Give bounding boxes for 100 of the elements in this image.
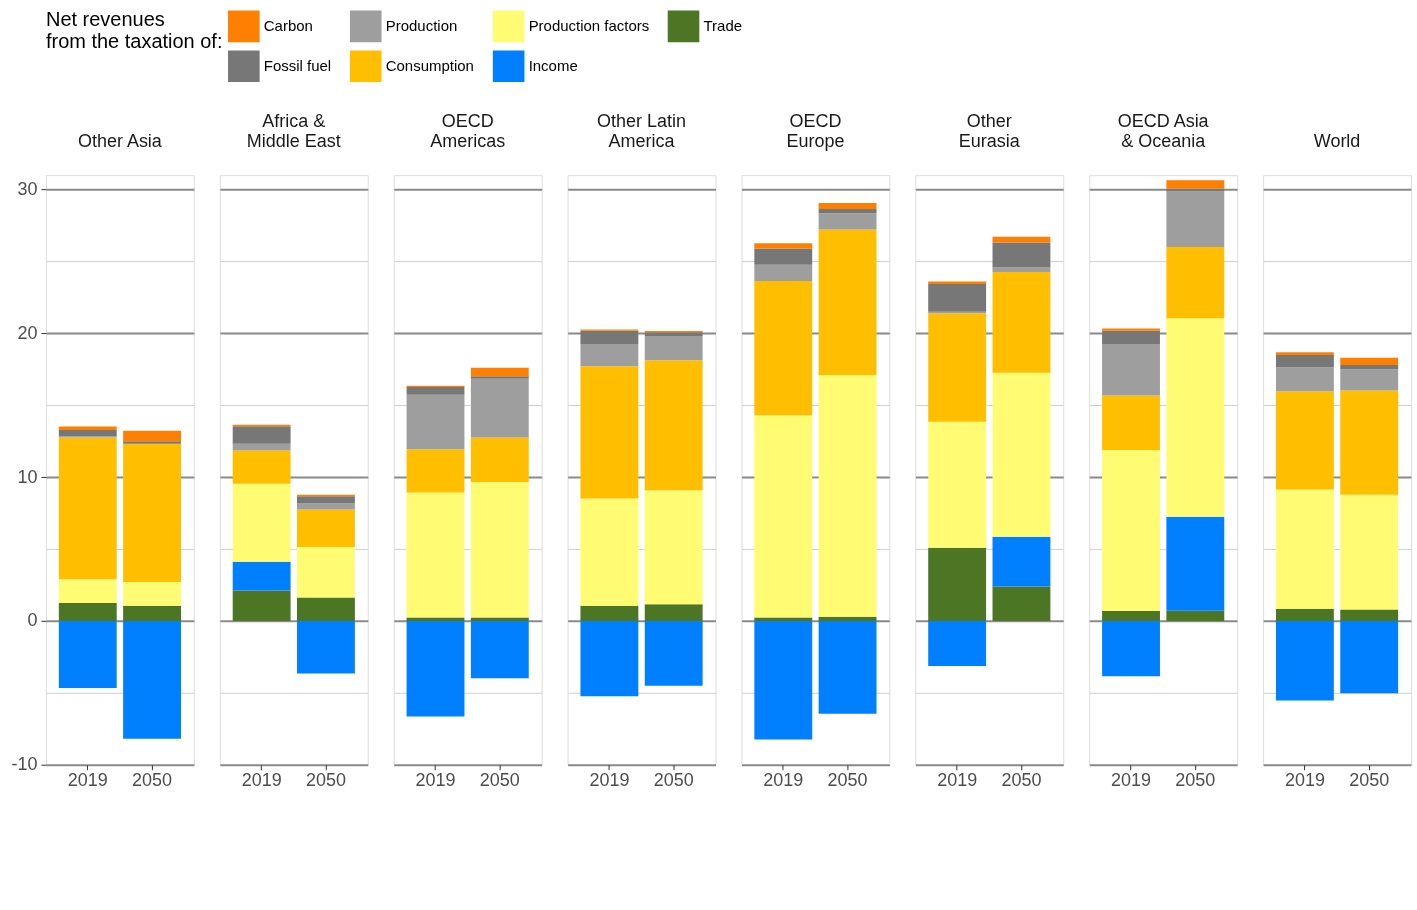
bar [1275, 354, 1334, 368]
bar [470, 481, 529, 618]
bar [928, 547, 987, 621]
bar [818, 213, 877, 230]
bar [1275, 489, 1334, 609]
bar [818, 209, 877, 214]
bar [754, 620, 813, 740]
bar [1102, 328, 1160, 331]
bar [123, 441, 181, 444]
y-tick-label: -10 [11, 754, 38, 775]
bar [644, 604, 703, 621]
bar [58, 579, 117, 604]
bar [1166, 246, 1225, 319]
bar [470, 620, 529, 679]
bar [297, 547, 355, 598]
bar [232, 483, 291, 562]
legend-label: Fossil fuel [263, 57, 332, 75]
bar [406, 387, 465, 395]
bar [58, 429, 117, 437]
chart-title: World [1313, 131, 1361, 152]
bar [992, 586, 1051, 621]
legend-label: Production [385, 17, 458, 35]
bar [754, 415, 813, 618]
chart-title: Africa & Middle East [246, 111, 341, 152]
bar [580, 605, 639, 621]
bar [123, 620, 181, 739]
legend-label: Carbon [263, 17, 313, 35]
bar [1275, 620, 1334, 701]
bar [644, 360, 703, 491]
bar [754, 280, 813, 416]
x-tick-label: 2019 [415, 770, 456, 791]
bar [818, 616, 877, 621]
bar [470, 367, 529, 377]
bar [992, 242, 1051, 268]
y-tick-label: 30 [17, 179, 38, 200]
bar [818, 229, 877, 376]
legend-label: Trade [703, 17, 743, 35]
bar [297, 503, 355, 510]
bar [1166, 610, 1225, 621]
bar [754, 243, 813, 249]
bar [992, 372, 1051, 537]
x-tick-label: 2019 [1284, 770, 1325, 791]
chart-title: Other Latin America [597, 111, 686, 152]
bar [1102, 343, 1160, 396]
x-tick-label: 2019 [67, 770, 108, 791]
x-tick-label: 2050 [1175, 770, 1216, 791]
chart-title: OECD Asia & Oceania [1117, 111, 1209, 152]
bar [1340, 390, 1399, 495]
bar [58, 437, 117, 580]
bar [232, 561, 291, 591]
x-tick-label: 2050 [1349, 770, 1390, 791]
bar [992, 271, 1051, 373]
bar [232, 450, 291, 484]
bar [1166, 188, 1225, 192]
bar [1166, 180, 1225, 189]
bar [1102, 620, 1160, 677]
bar [1102, 450, 1160, 612]
bar [1340, 609, 1399, 621]
bar [470, 378, 529, 438]
bar [297, 597, 355, 621]
x-tick-label: 2019 [1111, 770, 1152, 791]
bar [1275, 391, 1334, 490]
legend-label: Consumption [385, 57, 474, 75]
bar [928, 281, 987, 285]
bar [580, 498, 639, 606]
bar [928, 284, 987, 312]
bar [1166, 318, 1225, 517]
y-tick-label: 10 [17, 466, 38, 487]
bar [1102, 611, 1160, 621]
x-tick-label: 2019 [937, 770, 978, 791]
chart-title: OECD Europe [786, 111, 845, 152]
bar [818, 375, 877, 617]
bar [754, 617, 813, 621]
bar [406, 620, 465, 717]
chart-title: Other Eurasia [958, 111, 1020, 152]
legend-title: Net revenues from the taxation of: [45, 8, 223, 53]
bar [928, 620, 987, 667]
bar [1102, 330, 1160, 344]
bar [580, 366, 639, 499]
legend-label: Production factors [528, 17, 650, 35]
x-tick-label: 2019 [763, 770, 804, 791]
bar [928, 421, 987, 548]
bar [406, 492, 465, 618]
chart-title: Other Asia [77, 131, 162, 152]
x-tick-label: 2019 [589, 770, 630, 791]
bar [297, 620, 355, 674]
bar [992, 536, 1051, 587]
bar [1340, 620, 1399, 694]
bar [1275, 608, 1334, 621]
bar [406, 449, 465, 493]
bar [123, 605, 181, 621]
bar [1102, 395, 1160, 451]
bar [1275, 352, 1334, 355]
bar [297, 496, 355, 504]
bar [1166, 516, 1225, 611]
bar [644, 620, 703, 686]
chart-title: OECD Americas [430, 111, 506, 152]
x-tick-label: 2050 [132, 770, 173, 791]
bar [1340, 369, 1399, 391]
bar [580, 620, 639, 697]
